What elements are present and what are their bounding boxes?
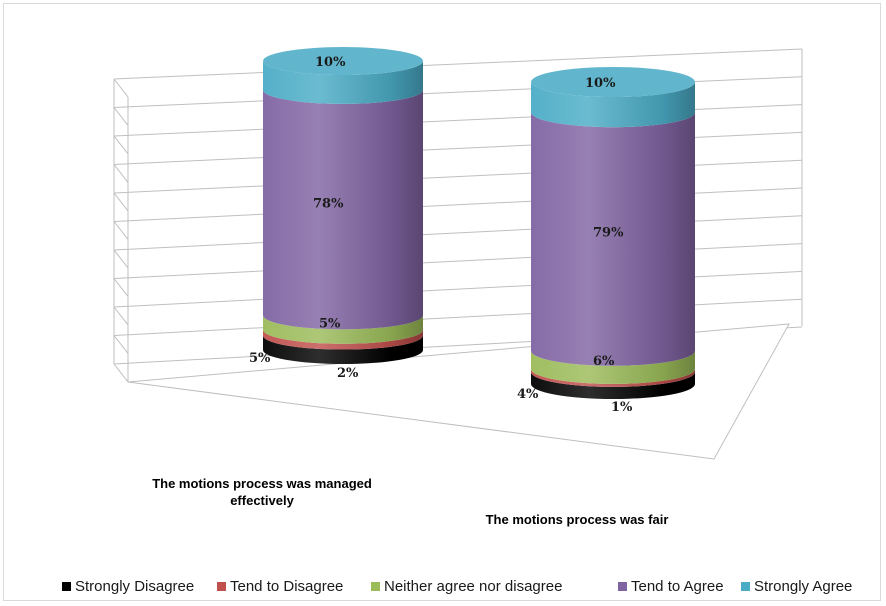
- segment-strongly-disagree: [263, 335, 423, 364]
- legend-swatch: [741, 582, 750, 591]
- cylinder-1: 5% 2% 5% 78% 10%: [249, 47, 423, 381]
- legend-label: Strongly Disagree: [75, 578, 194, 595]
- gridline: [113, 164, 129, 183]
- data-label: 6%: [593, 354, 615, 369]
- legend-label: Neither agree nor disagree: [384, 578, 562, 595]
- segment-tend-to-agree: [263, 89, 423, 330]
- legend-item: Neither agree nor disagree: [371, 578, 562, 595]
- data-label: 2%: [337, 366, 359, 381]
- data-label: 5%: [249, 351, 271, 366]
- chart-area: 5% 2% 5% 78% 10% 4% 1% 6% 79% 10% The motions proc…: [3, 3, 881, 601]
- gridline: [113, 221, 129, 240]
- data-label: 1%: [611, 400, 633, 415]
- segment-tend-to-disagree: [263, 329, 423, 350]
- cylinder-top: [263, 47, 423, 75]
- gridline: [113, 215, 803, 251]
- segment-strongly-agree: [531, 82, 695, 128]
- legend-item: Strongly Disagree: [62, 578, 194, 595]
- legend-swatch: [618, 582, 627, 591]
- category-label: The motions process was managed effective…: [152, 476, 372, 508]
- legend: Strongly Disagree Tend to Disagree Neither…: [62, 578, 852, 595]
- cylinder-2: 4% 1% 6% 79% 10%: [517, 67, 695, 415]
- legend-label: Tend to Disagree: [230, 578, 343, 595]
- data-label: 5%: [319, 317, 341, 332]
- gridline: [113, 243, 803, 279]
- gridline: [113, 76, 803, 108]
- segment-strongly-agree: [263, 61, 423, 104]
- legend-item: Tend to Agree: [618, 578, 724, 595]
- data-label: 10%: [315, 55, 346, 70]
- legend-label: Tend to Agree: [631, 578, 724, 595]
- segment-neither-agree-nor-disagree: [263, 315, 423, 344]
- gridline: [113, 270, 803, 308]
- gridline: [113, 135, 129, 155]
- data-label: 79%: [593, 225, 624, 240]
- data-label: 78%: [313, 197, 344, 212]
- legend-swatch: [371, 582, 380, 591]
- gridline: [113, 78, 129, 98]
- gridline: [113, 159, 803, 194]
- legend-label: Strongly Agree: [754, 578, 852, 595]
- segment-tend-to-agree: [531, 112, 695, 366]
- gridline: [113, 249, 129, 269]
- gridline: [113, 48, 803, 80]
- segment-strongly-disagree: [531, 371, 695, 399]
- gridline: [113, 298, 803, 336]
- data-label: 4%: [517, 387, 539, 402]
- gridline: [113, 104, 803, 137]
- legend-item: Tend to Disagree: [217, 578, 343, 595]
- gridline: [113, 131, 803, 165]
- gridline: [113, 306, 129, 326]
- gridline: [113, 335, 129, 354]
- category-label: The motions process was fair: [486, 512, 669, 527]
- segment-neither-agree-nor-disagree: [531, 350, 695, 384]
- legend-swatch: [62, 582, 71, 591]
- gridline: [113, 363, 129, 383]
- gridline: [113, 107, 129, 126]
- legend-item: Strongly Agree: [741, 578, 852, 595]
- data-label: 10%: [585, 76, 616, 91]
- legend-swatch: [217, 582, 226, 591]
- segment-tend-to-disagree: [531, 368, 695, 387]
- gridline: [113, 187, 803, 222]
- gridline: [113, 278, 129, 297]
- gridline: [113, 192, 129, 212]
- grid: [113, 48, 803, 460]
- stacked-cylinder-chart: 5% 2% 5% 78% 10% 4% 1% 6% 79% 10% The motions proc…: [62, 47, 852, 595]
- cylinder-top: [531, 67, 695, 97]
